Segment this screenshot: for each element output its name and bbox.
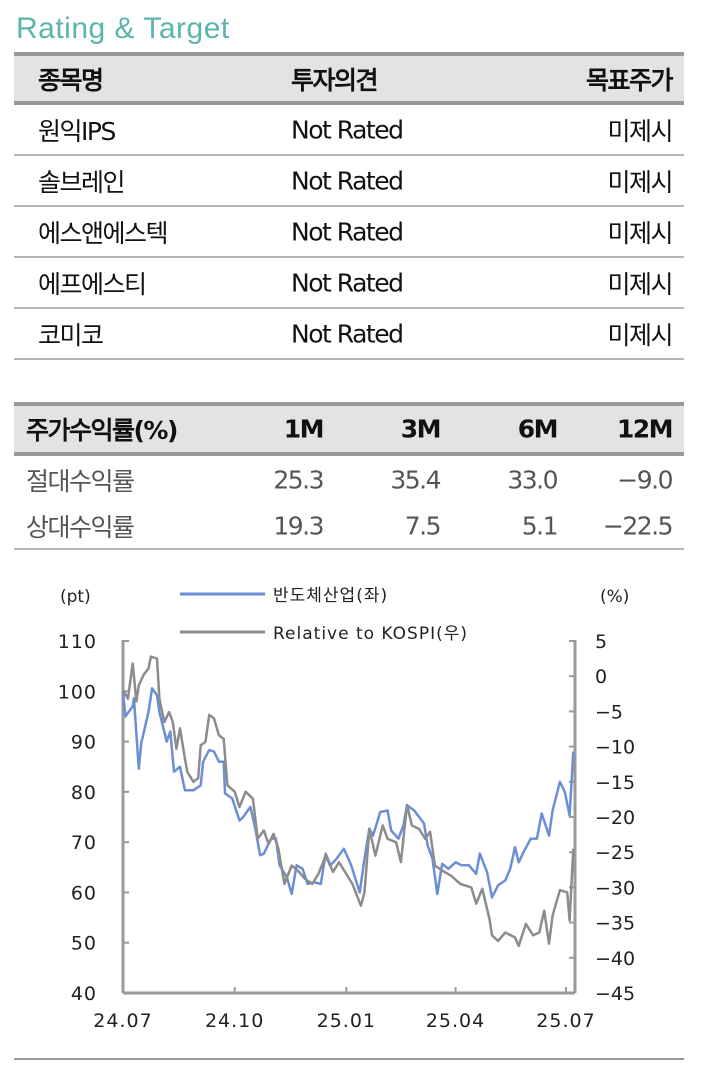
x-tick-label: 24.10 — [205, 1010, 264, 1032]
left-tick-label: 40 — [71, 983, 97, 1005]
table-cell: 33.0 — [507, 465, 558, 494]
table-cell: 7.5 — [404, 511, 442, 540]
table-cell: 종목명 — [38, 65, 104, 95]
right-tick-label: −35 — [595, 913, 635, 935]
table-cell: 솔브레인 — [38, 167, 126, 197]
table-cell: Not Rated — [291, 115, 404, 144]
table-cell: 미제시 — [607, 320, 673, 350]
right-tick-label: −10 — [595, 737, 635, 759]
right-tick-label: 5 — [595, 631, 607, 653]
table-cell: Not Rated — [291, 268, 404, 297]
left-tick-label: 50 — [71, 933, 97, 955]
table-cell: 미제시 — [607, 116, 673, 146]
right-tick-label: −20 — [595, 807, 635, 829]
table-cell: 19.3 — [273, 511, 324, 540]
left-unit-label: (pt) — [60, 587, 91, 607]
right-tick-label: −40 — [595, 948, 635, 970]
table-cell: Not Rated — [291, 319, 404, 348]
left-tick-label: 100 — [58, 681, 97, 703]
table-cell: 투자의견 — [291, 65, 379, 95]
table-cell: 6M — [517, 414, 559, 444]
table-cell: 목표주가 — [585, 65, 674, 95]
table-header: 주가수익률(%) 1M 3M 6M 12M — [14, 402, 684, 456]
table-row: 솔브레인 Not Rated 미제시 — [14, 156, 684, 207]
right-tick-label: −25 — [595, 842, 635, 864]
right-tick-label: −5 — [595, 701, 623, 723]
x-tick-label: 25.04 — [426, 1010, 485, 1032]
right-tick-label: −15 — [595, 772, 635, 794]
table-cell: 미제시 — [607, 167, 673, 197]
table-header: 종목명 투자의견 목표주가 — [14, 52, 684, 105]
table-row: 코미코 Not Rated 미제시 — [14, 309, 684, 360]
left-tick-label: 90 — [71, 732, 97, 754]
series-line-left — [121, 687, 575, 899]
table-cell: 1M — [283, 414, 325, 444]
return-table: 주가수익률(%) 1M 3M 6M 12M 절대수익률 25.3 35.4 33.0 −9.0 상대… — [14, 402, 684, 550]
left-tick-label: 60 — [71, 882, 97, 904]
price-chart: 11010090807060504050−5−10−15−20−25−30−35… — [58, 586, 635, 1032]
table-cell: −22.5 — [602, 511, 674, 540]
table-cell: 원익IPS — [38, 116, 116, 146]
right-unit-label: (%) — [600, 587, 629, 607]
table-cell: Not Rated — [291, 217, 404, 246]
left-tick-label: 110 — [58, 631, 97, 653]
table-cell: 주가수익률(%) — [26, 416, 178, 445]
legend-label: 반도체산업(좌) — [273, 586, 388, 606]
table-row: 에스앤에스텍 Not Rated 미제시 — [14, 207, 684, 258]
table-cell: 코미코 — [38, 320, 104, 350]
right-tick-label: −45 — [595, 983, 635, 1005]
x-tick-label: 24.07 — [93, 1010, 152, 1032]
left-tick-label: 80 — [71, 782, 97, 804]
section-title: Rating & Target — [16, 12, 230, 45]
table-cell: 절대수익률 — [26, 466, 135, 496]
table-row: 절대수익률 25.3 35.4 33.0 −9.0 — [14, 456, 684, 503]
right-tick-label: 0 — [595, 666, 607, 688]
table-cell: Not Rated — [291, 166, 404, 195]
table-cell: 12M — [616, 414, 674, 444]
table-row: 상대수익률 19.3 7.5 5.1 −22.5 — [14, 503, 684, 550]
legend-label: Relative to KOSPI(우) — [273, 624, 468, 644]
table-row: 에프에스티 Not Rated 미제시 — [14, 258, 684, 309]
table-cell: 미제시 — [607, 269, 673, 299]
table-cell: 5.1 — [521, 511, 559, 540]
table-cell: 3M — [400, 414, 442, 444]
table-cell: 에프에스티 — [38, 269, 147, 299]
table-cell: 에스앤에스텍 — [38, 218, 169, 248]
table-cell: −9.0 — [617, 465, 673, 494]
table-cell: 미제시 — [607, 218, 673, 248]
x-tick-label: 25.07 — [536, 1010, 595, 1032]
x-tick-label: 25.01 — [317, 1010, 376, 1032]
table-cell: 35.4 — [390, 465, 441, 494]
right-tick-label: −30 — [595, 877, 635, 899]
rating-table: 종목명 투자의견 목표주가 원익IPS Not Rated 미제시 솔브레인 Not Rate… — [14, 52, 684, 360]
table-cell: 상대수익률 — [26, 512, 135, 542]
table-cell: 25.3 — [273, 465, 324, 494]
series-line-right — [121, 655, 575, 948]
table-row: 원익IPS Not Rated 미제시 — [14, 105, 684, 156]
left-tick-label: 70 — [71, 832, 97, 854]
divider — [14, 1058, 684, 1060]
